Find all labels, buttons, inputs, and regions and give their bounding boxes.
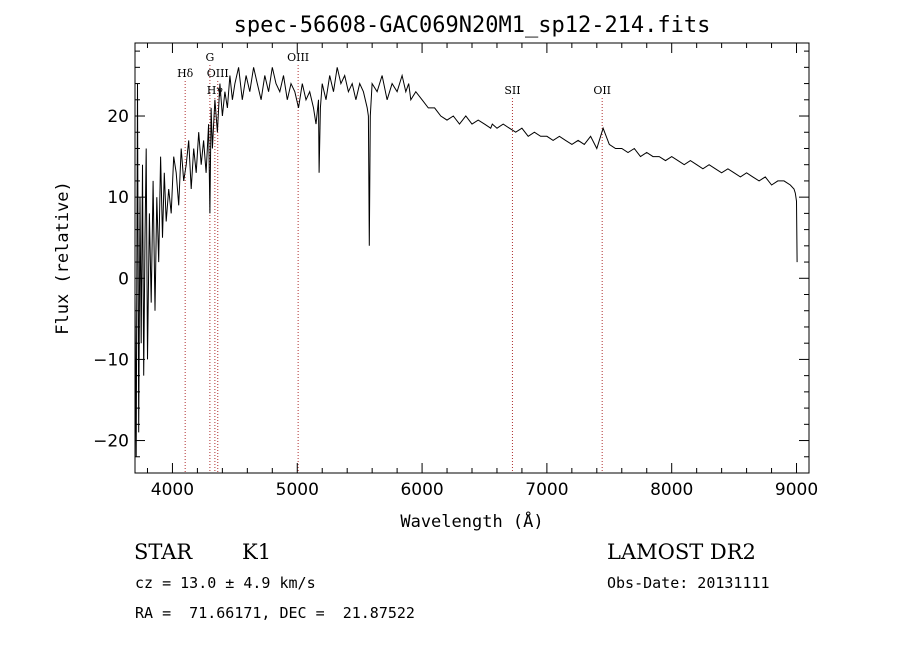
observation-date: Obs-Date: 20131111: [607, 574, 770, 592]
line-marker-label: SII: [504, 84, 520, 97]
plot-frame: [134, 42, 810, 474]
x-tick-label: 5000: [276, 480, 319, 500]
y-tick-label: 0: [118, 269, 129, 289]
line-marker-label: OII: [593, 84, 611, 97]
axis-ticks: 4000 5000 6000 7000 8000 9000 −20 −10 0 10 20: [93, 43, 818, 500]
y-tick-label: −20: [93, 432, 129, 452]
survey-name: LAMOST DR2: [607, 540, 756, 564]
spectrum-line: [134, 67, 798, 457]
line-marker-label: Hδ: [177, 67, 194, 80]
chart-title: spec-56608-GAC069N20M1_sp12-214.fits: [234, 13, 711, 38]
line-marker-label: G: [205, 51, 214, 64]
redshift-velocity: cz = 13.0 ± 4.9 km/s: [135, 574, 316, 592]
sky-coordinates: RA = 71.66171, DEC = 21.87522: [135, 604, 415, 622]
y-tick-label: −10: [93, 350, 129, 370]
x-tick-label: 8000: [650, 480, 693, 500]
line-marker-label: OIII: [207, 67, 229, 80]
x-tick-label: 4000: [151, 480, 194, 500]
x-axis-label: Wavelength (Å): [400, 510, 543, 532]
object-subclass: K1: [242, 540, 272, 564]
object-class: STAR: [134, 540, 193, 564]
x-tick-label: 6000: [400, 480, 443, 500]
line-marker-label: OIII: [287, 51, 309, 64]
y-axis-label: Flux (relative): [53, 181, 73, 335]
x-tick-label: 7000: [525, 480, 568, 500]
y-tick-label: 20: [107, 107, 129, 127]
x-tick-label: 9000: [775, 480, 818, 500]
y-tick-label: 10: [107, 188, 129, 208]
